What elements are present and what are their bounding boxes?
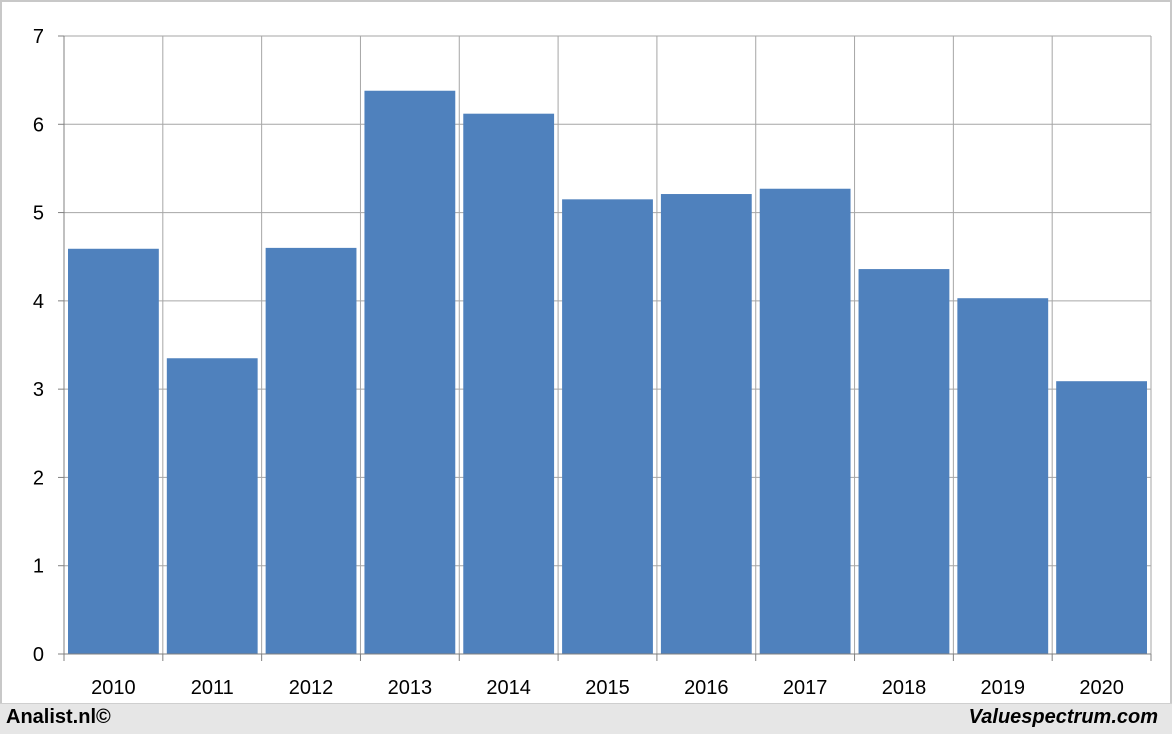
bar-2017 bbox=[759, 188, 851, 654]
bar-2010 bbox=[68, 248, 159, 655]
y-tick-label: 3 bbox=[33, 379, 44, 401]
x-tick-label: 2014 bbox=[486, 677, 531, 699]
x-tick-label: 2016 bbox=[684, 677, 729, 699]
bar-2018 bbox=[858, 269, 950, 654]
bar-2020 bbox=[1056, 381, 1147, 654]
y-tick-label: 4 bbox=[33, 291, 44, 313]
x-tick-label: 2019 bbox=[981, 677, 1026, 699]
bar-2014 bbox=[463, 113, 555, 655]
x-tick-labels: 2010 2011 2012 2013 2014 2015 2016 2017 2018 2019… bbox=[91, 677, 1124, 699]
bar-2016 bbox=[660, 194, 752, 654]
y-tick-label: 2 bbox=[33, 467, 44, 489]
axes bbox=[58, 35, 1152, 661]
x-tick-label: 2012 bbox=[289, 677, 334, 699]
x-tick-label: 2010 bbox=[91, 677, 136, 699]
x-tick-label: 2018 bbox=[882, 677, 927, 699]
bar-2012 bbox=[265, 247, 357, 654]
bar-2015 bbox=[562, 199, 653, 655]
x-tick-label: 2017 bbox=[783, 677, 828, 699]
footer-bar: Analist.nl© Valuespectrum.com bbox=[0, 703, 1172, 734]
footer-source-credit: Analist.nl© bbox=[6, 706, 111, 728]
y-tick-labels: 0 1 2 3 4 5 6 7 bbox=[33, 26, 44, 666]
x-tick-label: 2011 bbox=[191, 677, 234, 699]
footer-site-credit: Valuespectrum.com bbox=[968, 706, 1158, 728]
y-tick-label: 7 bbox=[33, 26, 44, 48]
bars bbox=[68, 90, 1147, 655]
x-tick-label: 2013 bbox=[388, 677, 433, 699]
bar-2013 bbox=[364, 90, 456, 655]
bar-2011 bbox=[166, 358, 258, 654]
y-tick-label: 6 bbox=[33, 114, 44, 136]
y-tick-label: 1 bbox=[33, 556, 44, 578]
y-tick-label: 5 bbox=[33, 203, 44, 225]
y-tick-label: 0 bbox=[33, 644, 44, 666]
x-tick-label: 2020 bbox=[1079, 677, 1124, 699]
x-tick-label: 2015 bbox=[585, 677, 630, 699]
bar-2019 bbox=[957, 298, 1049, 654]
